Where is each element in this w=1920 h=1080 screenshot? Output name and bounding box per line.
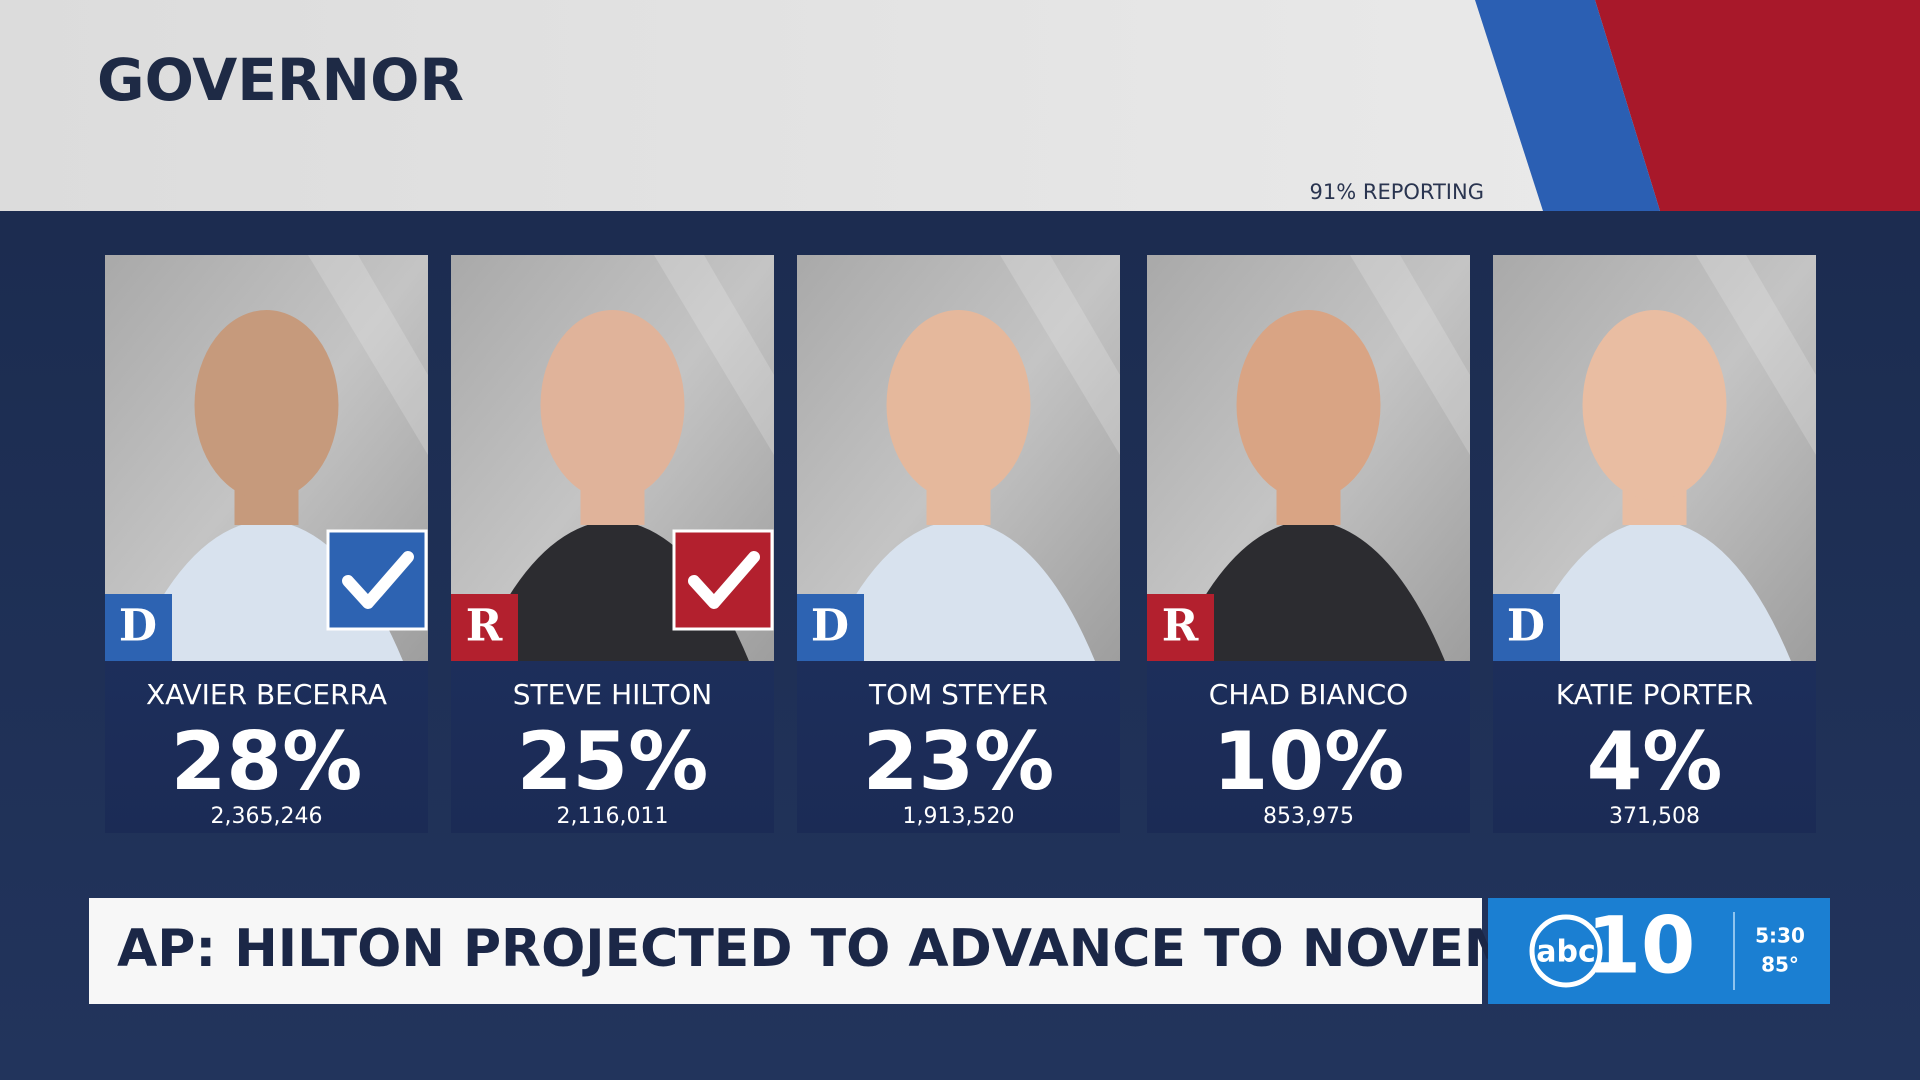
blue-stripe xyxy=(1475,0,1660,211)
candidate-votes: 1,913,520 xyxy=(903,804,1015,829)
candidate-votes: 371,508 xyxy=(1609,804,1700,829)
party-badge xyxy=(105,594,172,661)
candidate-card: R CHAD BIANCO 10%853,975 xyxy=(1147,255,1470,833)
candidate-name: KATIE PORTER xyxy=(1556,678,1753,711)
title: GOVERNOR xyxy=(97,46,464,114)
party-letter: D xyxy=(1507,601,1545,652)
candidate-percent: 28% xyxy=(171,715,362,808)
red-stripe xyxy=(1595,0,1920,211)
silhouette-body xyxy=(1518,520,1791,661)
party-letter: D xyxy=(811,601,849,652)
candidate-percent: 25% xyxy=(517,715,708,808)
photo-stripe xyxy=(1350,255,1470,455)
logo-abc: abc xyxy=(1536,935,1596,970)
candidate-name: CHAD BIANCO xyxy=(1209,678,1408,711)
photo-stripe xyxy=(654,255,774,455)
photo-stripe xyxy=(308,255,428,455)
silhouette-head xyxy=(886,310,1031,500)
party-letter: R xyxy=(466,601,503,652)
temperature: 85° xyxy=(1761,953,1799,977)
silhouette-head xyxy=(1582,310,1727,500)
silhouette-body xyxy=(1172,520,1445,661)
reporting: 91% REPORTING xyxy=(1310,180,1484,204)
station-box xyxy=(1488,898,1830,1004)
silhouette-head xyxy=(540,310,685,500)
party-badge xyxy=(1493,594,1560,661)
candidate-card: R STEVE HILTON 25%2,116,011 xyxy=(451,255,774,833)
party-letter: D xyxy=(119,601,157,652)
silhouette-head xyxy=(1236,310,1381,500)
candidate-card: D TOM STEYER 23%1,913,520 xyxy=(797,255,1120,833)
candidate-name: TOM STEYER xyxy=(868,678,1048,711)
logo-ring xyxy=(1529,914,1603,988)
ticker-bar xyxy=(89,898,1482,1004)
candidate-votes: 2,365,246 xyxy=(211,804,323,829)
projected-check xyxy=(342,551,414,609)
party-badge xyxy=(1147,594,1214,661)
time: 5:30 xyxy=(1755,924,1805,948)
candidate-card: D KATIE PORTER 4%371,508 xyxy=(1493,255,1816,833)
candidate-cards: D XAVIER BECERRA 28%2,365,246 R STEVE HILTON… xyxy=(105,255,1816,833)
candidate-percent: 10% xyxy=(1213,715,1404,808)
silhouette-head xyxy=(194,310,339,500)
photo-stripe xyxy=(1000,255,1120,455)
candidate-percent: 4% xyxy=(1587,715,1723,808)
candidate-votes: 853,975 xyxy=(1263,804,1354,829)
candidate-name: STEVE HILTON xyxy=(513,678,712,711)
candidate-card: D XAVIER BECERRA 28%2,365,246 xyxy=(105,255,428,833)
candidate-percent: 23% xyxy=(863,715,1054,808)
ticker-headline: AP: HILTON PROJECTED TO ADVANCE TO NOVEM… xyxy=(117,919,1631,979)
candidate-votes: 2,116,011 xyxy=(557,804,669,829)
party-letter: R xyxy=(1162,601,1199,652)
photo-stripe xyxy=(1696,255,1816,455)
party-badge xyxy=(451,594,518,661)
logo-number: 10 xyxy=(1587,901,1696,991)
candidate-name: XAVIER BECERRA xyxy=(146,678,387,711)
silhouette-body xyxy=(822,520,1095,661)
party-badge xyxy=(797,594,864,661)
projected-check xyxy=(688,551,760,609)
